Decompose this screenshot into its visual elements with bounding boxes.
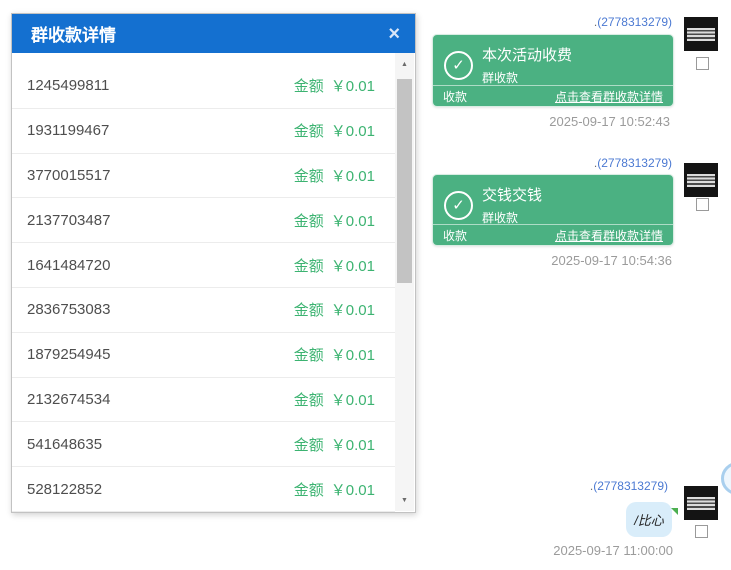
payment-row: 1641484720 金额 ￥0.01: [12, 243, 395, 288]
avatar[interactable]: [684, 486, 718, 520]
close-icon[interactable]: ×: [388, 22, 400, 45]
payment-row: 1931199467 金额 ￥0.01: [12, 109, 395, 154]
check-circle-icon: ✓: [444, 50, 473, 80]
message-timestamp: 2025-09-17 11:00:00: [553, 543, 673, 558]
payer-account: 2137703487: [27, 211, 111, 229]
card-footer-label: 收款: [443, 89, 468, 104]
group-payment-card[interactable]: ✓ 本次活动收费 群收款 收款 点击查看群收款详情: [432, 34, 674, 107]
payment-amount: 金额 ￥0.01: [293, 481, 375, 499]
payer-account: 1245499811: [27, 77, 110, 95]
payment-amount: 金额 ￥0.01: [293, 123, 375, 141]
message-sender: .(2778313279): [593, 15, 672, 29]
modal-title: 群收款详情: [31, 26, 116, 45]
payment-list: 1245499811 金额 ￥0.01 1931199467 金额 ￥0.01 37…: [12, 53, 395, 512]
sender-id: (2778313279): [593, 479, 668, 493]
card-footer: 收款 点击查看群收款详情: [433, 224, 673, 245]
message-select-checkbox[interactable]: [696, 198, 709, 211]
payment-amount: 金额 ￥0.01: [293, 391, 375, 409]
message-select-checkbox[interactable]: [695, 525, 708, 538]
payment-amount: 金额 ￥0.01: [293, 436, 375, 454]
payer-account: 1879254945: [27, 346, 111, 364]
payer-account: 2836753083: [27, 301, 111, 319]
card-footer: 收款 点击查看群收款详情: [433, 85, 673, 106]
sent-indicator-icon: [671, 508, 678, 515]
avatar-image: [687, 27, 715, 41]
payer-account: 541648635: [27, 435, 103, 453]
payment-amount: 金额 ￥0.01: [293, 212, 375, 230]
view-details-link[interactable]: 点击查看群收款详情: [554, 89, 663, 104]
message-select-checkbox[interactable]: [696, 57, 709, 70]
message-sender: .(2778313279): [593, 156, 672, 170]
card-main: ✓ 交钱交钱 群收款: [433, 175, 673, 226]
avatar-image: [687, 496, 715, 510]
payment-row: 2132674534 金额 ￥0.01: [12, 378, 395, 423]
payment-amount: 金额 ￥0.01: [293, 347, 375, 365]
payment-row: 1245499811 金额 ￥0.01: [12, 64, 395, 109]
card-footer-label: 收款: [443, 228, 468, 243]
payment-amount: 金额 ￥0.01: [293, 78, 375, 96]
payment-row: 2836753083 金额 ￥0.01: [12, 288, 395, 333]
sender-id: (2778313279): [597, 156, 672, 170]
check-circle-icon: ✓: [444, 190, 473, 220]
scroll-down-button[interactable]: ▼: [395, 493, 414, 507]
card-title: 本次活动收费: [482, 47, 573, 64]
scrollbar-thumb[interactable]: [397, 79, 412, 283]
card-main: ✓ 本次活动收费 群收款: [433, 35, 673, 86]
avatar[interactable]: [684, 17, 718, 51]
scroll-up-button[interactable]: ▲: [395, 57, 414, 71]
payer-account: 528122852: [27, 480, 103, 498]
card-subtitle: 群收款: [482, 211, 519, 225]
avatar-image: [687, 173, 715, 187]
scroll-up-icon: ▲: [401, 60, 408, 68]
payment-row: 528122852 金额 ￥0.01: [12, 467, 395, 512]
payer-account: 3770015517: [27, 166, 111, 184]
message-sender: .(2778313279): [589, 479, 668, 493]
card-title: 交钱交钱: [482, 187, 543, 204]
view-details-link[interactable]: 点击查看群收款详情: [554, 228, 663, 243]
payment-row: 1879254945 金额 ￥0.01: [12, 333, 395, 378]
payment-amount: 金额 ￥0.01: [293, 257, 375, 275]
floating-scroll-button[interactable]: [721, 462, 731, 495]
payment-row: 2137703487 金额 ￥0.01: [12, 198, 395, 244]
message-timestamp: 2025-09-17 10:52:43: [549, 114, 670, 129]
modal-header: 群收款详情 ×: [12, 14, 415, 53]
group-payment-card[interactable]: ✓ 交钱交钱 群收款 收款 点击查看群收款详情: [432, 174, 674, 246]
payer-account: 1931199467: [27, 122, 110, 140]
scroll-down-icon: ▼: [401, 496, 408, 504]
group-payment-modal: 群收款详情 × 1245499811 金额 ￥0.01 1931199467 金额…: [11, 13, 416, 513]
message-timestamp: 2025-09-17 10:54:36: [551, 253, 672, 268]
payment-amount: 金额 ￥0.01: [293, 167, 375, 185]
sender-id: (2778313279): [597, 15, 672, 29]
scrollbar[interactable]: ▲ ▼: [395, 53, 414, 511]
payer-account: 1641484720: [27, 256, 111, 274]
payment-row: 3770015517 金额 ￥0.01: [12, 154, 395, 199]
payer-account: 2132674534: [27, 390, 111, 408]
chat-bubble[interactable]: /比心: [626, 502, 672, 537]
card-subtitle: 群收款: [482, 71, 519, 85]
payment-amount: 金额 ￥0.01: [293, 302, 375, 320]
avatar[interactable]: [684, 163, 718, 197]
payment-row: 541648635 金额 ￥0.01: [12, 422, 395, 468]
